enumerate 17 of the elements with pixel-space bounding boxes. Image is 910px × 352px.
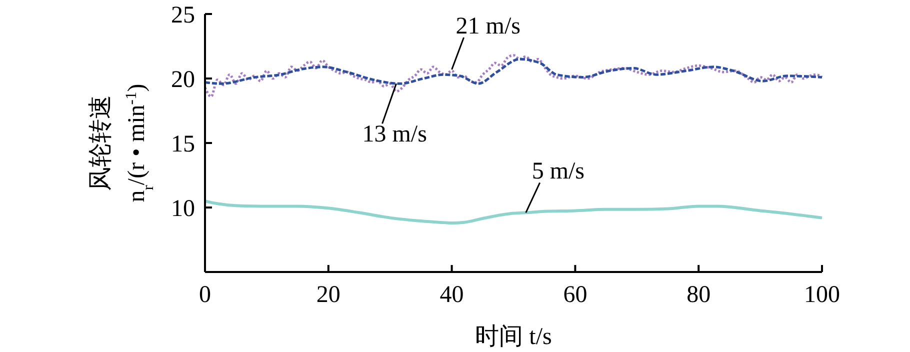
- line-series: [204, 54, 824, 98]
- line-series: [204, 58, 824, 85]
- x-tick-label: 40: [440, 282, 464, 308]
- y-tick-label: 10: [171, 196, 195, 222]
- x-axis-title: 时间 t/s: [475, 324, 552, 350]
- annotation: 21 m/s: [456, 13, 520, 40]
- x-tick-label: 0: [199, 282, 211, 308]
- x-tick-label: 100: [804, 282, 840, 308]
- x-tick-label: 20: [316, 282, 340, 308]
- line-series: [204, 200, 824, 224]
- y-tick-label: 15: [171, 131, 195, 158]
- x-tick-label: 80: [686, 282, 711, 308]
- y-tick-label: 25: [171, 2, 195, 28]
- y-tick-label: 20: [171, 66, 195, 93]
- annotation: 13 m/s: [362, 122, 427, 148]
- annotation: 5 m/s: [532, 158, 585, 185]
- x-tick-label: 60: [563, 282, 588, 308]
